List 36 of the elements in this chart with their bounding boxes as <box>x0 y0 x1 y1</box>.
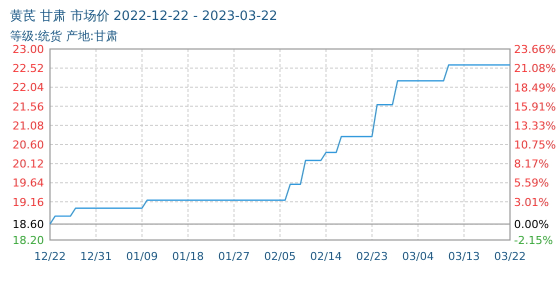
x-tick-label: 02/14 <box>310 250 342 263</box>
x-tick-label: 02/05 <box>264 250 296 263</box>
x-tick-label: 01/18 <box>172 250 204 263</box>
y-tick-label: 21.56 <box>12 100 44 114</box>
y2-tick-label: 3.01% <box>514 196 549 209</box>
y-tick-label: 23.00 <box>12 43 44 56</box>
x-tick-label: 01/09 <box>126 250 158 263</box>
y2-tick-label: 23.66% <box>514 43 556 56</box>
y-tick-label: 18.60 <box>12 218 44 232</box>
y-tick-label: 18.20 <box>12 234 44 247</box>
chart-title: 黄芪 甘肃 市场价 2022-12-22 - 2023-03-22 <box>10 9 278 24</box>
chart-subtitle: 等级:统货 产地:甘肃 <box>10 29 118 43</box>
y-tick-label: 20.60 <box>12 138 44 152</box>
y2-tick-label: 8.17% <box>514 158 549 171</box>
y2-tick-label: 10.75% <box>514 138 556 152</box>
y-tick-label: 19.64 <box>12 176 44 190</box>
y-tick-label: 20.12 <box>12 158 44 171</box>
x-tick-label: 03/04 <box>402 250 434 263</box>
y-tick-label: 19.16 <box>12 196 44 209</box>
line-series <box>49 64 511 225</box>
y2-tick-label: 5.59% <box>514 176 549 190</box>
y2-tick-label: 18.49% <box>514 81 556 94</box>
x-tick-label: 03/22 <box>494 250 526 263</box>
y2-tick-label: 15.91% <box>514 100 556 114</box>
y-tick-label: 22.52 <box>12 62 44 76</box>
y2-tick-label: 0.00% <box>514 218 549 232</box>
y-tick-label: 21.08 <box>12 119 44 132</box>
y2-tick-label: 13.33% <box>514 119 556 132</box>
x-tick-label: 12/22 <box>34 250 66 263</box>
y2-tick-label: -2.15% <box>514 234 553 247</box>
x-tick-label: 01/27 <box>218 250 250 263</box>
y2-tick-label: 21.08% <box>514 62 556 76</box>
x-tick-label: 02/23 <box>356 250 388 263</box>
y-tick-label: 22.04 <box>12 81 44 94</box>
x-tick-label: 12/31 <box>80 250 112 263</box>
x-tick-label: 03/13 <box>448 250 480 263</box>
